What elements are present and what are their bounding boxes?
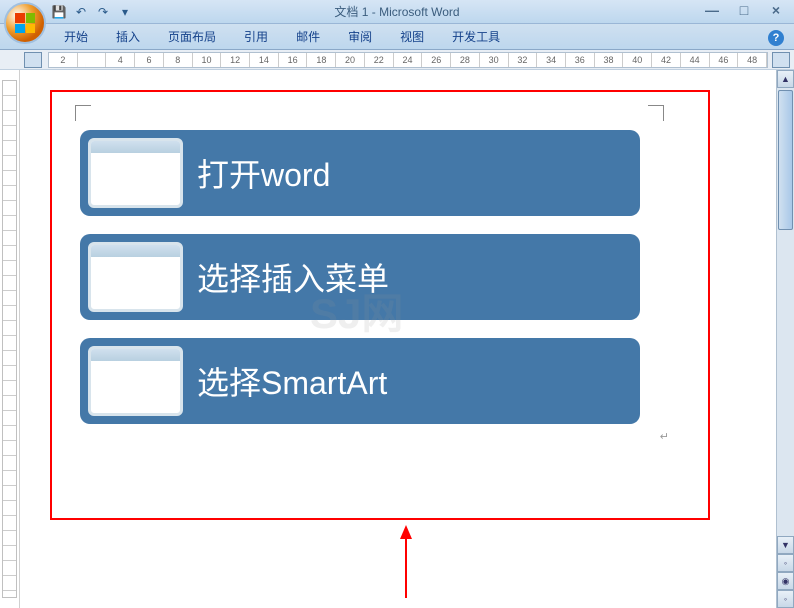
ruler-mark: 32 (509, 53, 538, 67)
ruler-mark: 36 (566, 53, 595, 67)
office-button[interactable] (4, 2, 46, 44)
smartart-item-3[interactable]: 选择SmartArt (80, 338, 640, 424)
office-logo-icon (15, 13, 35, 33)
scroll-track[interactable] (777, 88, 794, 536)
maximize-button[interactable]: □ (732, 2, 756, 18)
vertical-ruler[interactable] (0, 70, 20, 608)
ruler-mark: 42 (652, 53, 681, 67)
annotation-arrow-head (400, 525, 412, 539)
ruler-mark: 10 (193, 53, 222, 67)
browse-object-button[interactable]: ◉ (777, 572, 794, 590)
help-icon[interactable]: ? (768, 30, 784, 46)
ruler-mark: 44 (681, 53, 710, 67)
scroll-thumb[interactable] (778, 90, 793, 230)
close-button[interactable]: × (764, 2, 788, 18)
ruler-mark: 38 (595, 53, 624, 67)
ruler-mark: 46 (710, 53, 739, 67)
smartart-thumbnail-3 (88, 346, 183, 416)
scroll-down-button[interactable]: ▼ (777, 536, 794, 554)
ribbon-tabs: 开始 插入 页面布局 引用 邮件 审阅 视图 开发工具 ? (0, 24, 794, 50)
horizontal-ruler[interactable]: 2468101214161820222426283032343638404244… (48, 52, 768, 68)
cursor-position-mark: ↵ (660, 430, 669, 443)
minimize-button[interactable]: — (700, 2, 724, 18)
ruler-mark: 26 (422, 53, 451, 67)
title-bar: 💾 ↶ ↷ ▾ 文档 1 - Microsoft Word — □ × (0, 0, 794, 24)
tab-references[interactable]: 引用 (230, 24, 282, 49)
smartart-text-3[interactable]: 选择SmartArt (197, 358, 387, 404)
prev-page-button[interactable]: ◦ (777, 554, 794, 572)
ruler-toggle-button[interactable] (772, 52, 790, 68)
ruler-mark: 30 (480, 53, 509, 67)
ruler-mark: 34 (537, 53, 566, 67)
tab-home[interactable]: 开始 (50, 24, 102, 49)
ruler-mark: 14 (250, 53, 279, 67)
vertical-scrollbar[interactable]: ▲ ▼ ◦ ◉ ◦ (776, 70, 794, 608)
redo-icon[interactable]: ↷ (94, 3, 112, 21)
annotation-arrow-line (405, 538, 407, 598)
window-title: 文档 1 - Microsoft Word (334, 3, 459, 20)
window-controls: — □ × (700, 2, 788, 18)
scroll-up-button[interactable]: ▲ (777, 70, 794, 88)
smartart-item-2[interactable]: 选择插入菜单 (80, 234, 640, 320)
ruler-mark: 8 (164, 53, 193, 67)
smartart-thumbnail-2 (88, 242, 183, 312)
ruler-mark: 6 (135, 53, 164, 67)
horizontal-ruler-bar: 2468101214161820222426283032343638404244… (0, 50, 794, 70)
ruler-mark: 12 (221, 53, 250, 67)
quick-access-toolbar: 💾 ↶ ↷ ▾ (50, 3, 134, 21)
tab-mailings[interactable]: 邮件 (282, 24, 334, 49)
smartart-graphic[interactable]: 打开word 选择插入菜单 选择SmartArt (80, 130, 640, 442)
smartart-item-1[interactable]: 打开word (80, 130, 640, 216)
smartart-text-2[interactable]: 选择插入菜单 (197, 254, 389, 300)
qat-dropdown-icon[interactable]: ▾ (116, 3, 134, 21)
view-toggle-button[interactable] (24, 52, 42, 68)
ruler-mark: 4 (106, 53, 135, 67)
undo-icon[interactable]: ↶ (72, 3, 90, 21)
ruler-mark: 20 (336, 53, 365, 67)
tab-pagelayout[interactable]: 页面布局 (154, 24, 230, 49)
tab-insert[interactable]: 插入 (102, 24, 154, 49)
ruler-mark: 18 (307, 53, 336, 67)
tab-view[interactable]: 视图 (386, 24, 438, 49)
ruler-mark: 16 (279, 53, 308, 67)
ruler-mark (78, 53, 107, 67)
ruler-mark: 22 (365, 53, 394, 67)
tab-developer[interactable]: 开发工具 (438, 24, 514, 49)
ruler-mark: 28 (451, 53, 480, 67)
save-icon[interactable]: 💾 (50, 3, 68, 21)
next-page-button[interactable]: ◦ (777, 590, 794, 608)
smartart-text-1[interactable]: 打开word (197, 150, 330, 196)
ruler-mark: 40 (623, 53, 652, 67)
tab-review[interactable]: 审阅 (334, 24, 386, 49)
ruler-mark: 2 (49, 53, 78, 67)
ruler-mark: 24 (394, 53, 423, 67)
smartart-thumbnail-1 (88, 138, 183, 208)
ruler-mark: 48 (738, 53, 767, 67)
